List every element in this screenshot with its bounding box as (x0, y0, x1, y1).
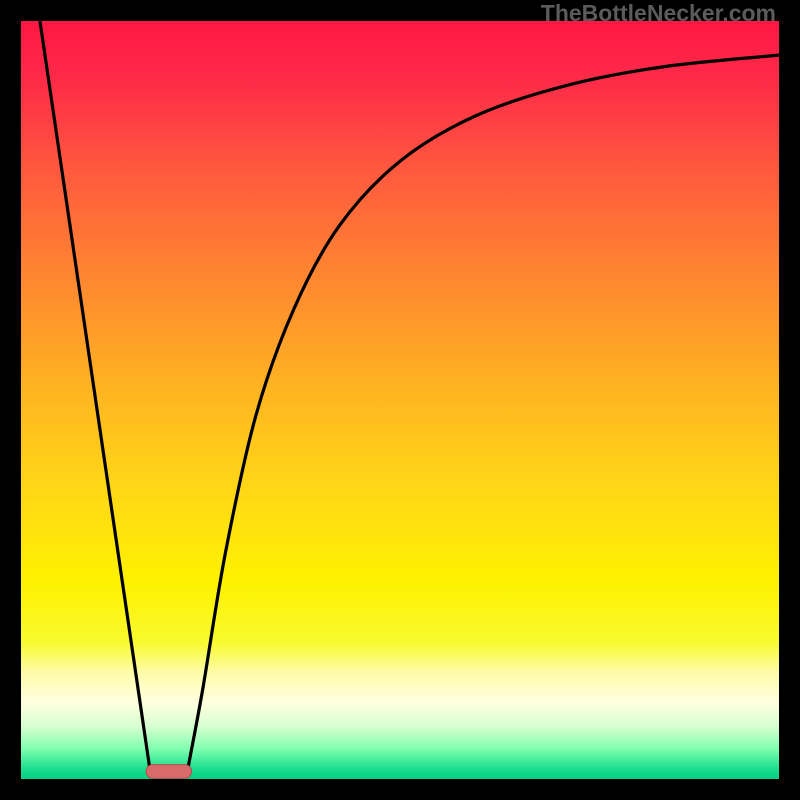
chart-container: TheBottleNecker.com (0, 0, 800, 800)
chart-plot (21, 21, 779, 779)
vertex-marker (146, 765, 191, 779)
